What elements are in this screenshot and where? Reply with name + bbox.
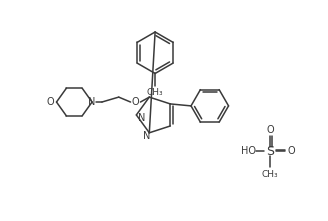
Text: N: N: [88, 97, 96, 107]
Text: CH₃: CH₃: [261, 170, 278, 179]
Text: CH₃: CH₃: [147, 88, 163, 97]
Text: N: N: [138, 113, 145, 123]
Text: N: N: [143, 131, 150, 141]
Text: HO: HO: [241, 147, 256, 156]
Text: O: O: [267, 125, 275, 135]
Text: S: S: [266, 145, 274, 158]
Text: O: O: [47, 97, 54, 107]
Text: O: O: [132, 97, 139, 107]
Text: O: O: [288, 147, 295, 156]
